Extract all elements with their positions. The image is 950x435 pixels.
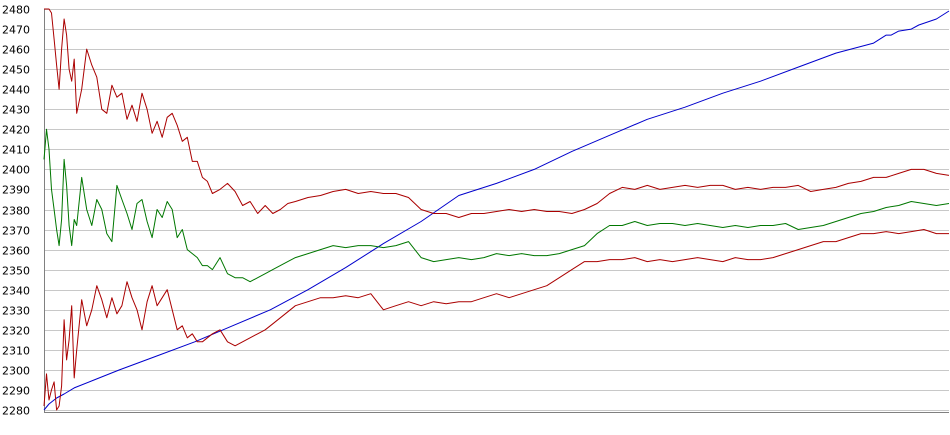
y-tick-label: 2420 xyxy=(2,124,30,137)
y-tick-label: 2330 xyxy=(2,305,30,318)
y-tick-label: 2470 xyxy=(2,24,30,37)
y-tick-label: 2380 xyxy=(2,205,30,218)
y-tick-label: 2300 xyxy=(2,365,30,378)
y-tick-label: 2310 xyxy=(2,345,30,358)
y-tick-label: 2290 xyxy=(2,385,30,398)
y-tick-label: 2350 xyxy=(2,265,30,278)
y-tick-labels: 2280 2290 2300 2310 2320 2330 2340 2350 2360 2370… xyxy=(2,4,30,418)
y-tick-label: 2320 xyxy=(2,325,30,338)
y-tick-label: 2460 xyxy=(2,44,30,57)
y-tick-label: 2450 xyxy=(2,64,30,77)
y-tick-label: 2340 xyxy=(2,285,30,298)
y-tick-label: 2280 xyxy=(2,405,30,418)
grid-lines xyxy=(44,9,949,411)
series-middle-green-line xyxy=(43,128,950,283)
series-lower-red-line xyxy=(43,229,949,411)
y-tick-label: 2430 xyxy=(2,104,30,117)
y-tick-label: 2400 xyxy=(2,164,30,177)
y-tick-label: 2370 xyxy=(2,225,30,238)
y-tick-label: 2390 xyxy=(2,184,30,197)
series-lines xyxy=(43,8,950,411)
series-blue-rising-line xyxy=(43,10,950,411)
y-tick-label: 2440 xyxy=(2,84,30,97)
axes xyxy=(44,9,949,413)
series-upper-red-line xyxy=(44,8,950,218)
y-tick-label: 2410 xyxy=(2,144,30,157)
y-tick-label: 2480 xyxy=(2,4,30,17)
y-tick-label: 2360 xyxy=(2,245,30,258)
